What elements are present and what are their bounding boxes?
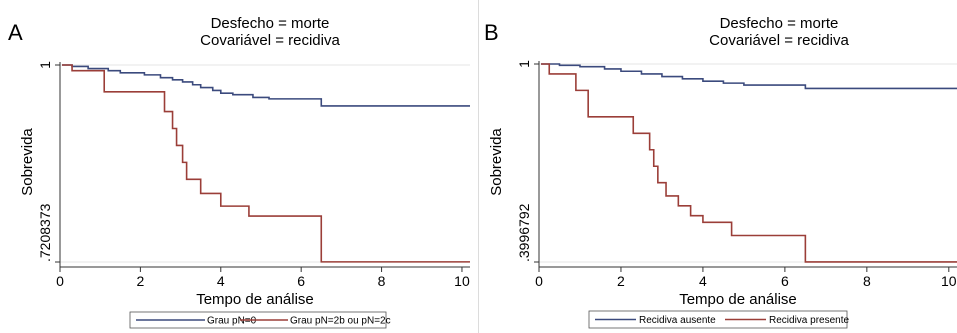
panel-letter: A: [8, 20, 23, 45]
legend-label-1: Grau pN=0: [207, 316, 257, 327]
x-axis-label: Tempo de análise: [679, 291, 797, 308]
x-tick-label: 8: [863, 273, 871, 289]
chart-subtitle: Covariável = recidiva: [200, 32, 340, 49]
x-tick-label: 8: [378, 273, 386, 289]
x-tick-label: 10: [454, 273, 470, 289]
y-tick-label: .7208373: [37, 203, 53, 262]
y-tick-label: .3996792: [516, 203, 532, 262]
series-line-2: [62, 64, 470, 263]
y-axis-label: Sobrevida: [488, 128, 505, 196]
x-tick-label: 0: [535, 273, 543, 289]
chart-title: Desfecho = morte: [720, 15, 839, 32]
legend-label-2: Recidiva presente: [769, 315, 849, 326]
panel-divider: [478, 0, 479, 333]
y-tick-label: 1: [37, 61, 53, 69]
x-tick-label: 2: [617, 273, 625, 289]
x-tick-label: 6: [297, 273, 305, 289]
chart-subtitle: Covariável = recidiva: [709, 32, 849, 49]
legend-label-2: Grau pN=2b ou pN=2c: [290, 316, 391, 327]
panel-b: B Desfecho = morte Covariável = recidiva .3…: [479, 0, 957, 333]
panel-letter: B: [484, 20, 499, 45]
x-tick-label: 4: [217, 273, 225, 289]
legend-label-1: Recidiva ausente: [639, 315, 716, 326]
legend-box: [588, 310, 848, 329]
x-tick-label: 6: [781, 273, 789, 289]
panel-a: A Desfecho = morte Covariável = recidiva .7…: [0, 0, 478, 333]
x-tick-label: 4: [699, 273, 707, 289]
x-tick-label: 2: [136, 273, 144, 289]
y-tick-label: 1: [516, 60, 532, 68]
series-line-1: [541, 63, 957, 90]
y-axis-label: Sobrevida: [19, 128, 36, 196]
chart-title: Desfecho = morte: [211, 15, 330, 32]
x-tick-label: 10: [941, 273, 957, 289]
series-line-2: [541, 63, 957, 263]
x-axis-label: Tempo de análise: [196, 291, 314, 308]
series-line-1: [62, 64, 470, 107]
x-tick-label: 0: [56, 273, 64, 289]
